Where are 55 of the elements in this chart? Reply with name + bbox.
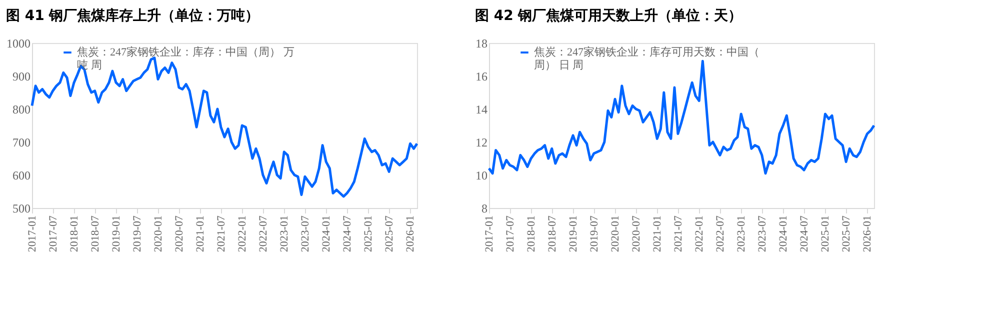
x-tick-label: 2018-07 — [89, 215, 102, 252]
x-tick-label: 2021-01 — [652, 216, 664, 252]
x-tick-label: 2026-01 — [404, 216, 417, 252]
line-series — [488, 60, 876, 175]
x-tick-label: 2025-07 — [840, 215, 853, 252]
x-tick-label: 2019-01 — [567, 216, 580, 252]
x-tick-label: 2024-07 — [798, 215, 811, 252]
x-tick-label: 2024-01 — [320, 216, 333, 252]
y-tick-label: 8 — [482, 202, 488, 216]
y-tick-label: 14 — [476, 102, 488, 116]
x-tick-label: 2022-07 — [714, 215, 726, 252]
x-tick-label: 2023-01 — [736, 216, 748, 252]
chart-title: 图 41 钢厂焦煤库存上升（单位：万吨） — [6, 7, 260, 24]
x-tick-label: 2019-07 — [131, 215, 144, 252]
y-tick-label: 18 — [476, 36, 488, 50]
y-tick-label: 16 — [476, 70, 488, 84]
x-tick-label: 2023-07 — [756, 215, 768, 252]
x-tick-label: 2022-01 — [694, 216, 706, 252]
x-tick-label: 2025-01 — [820, 216, 832, 252]
line-series — [30, 56, 418, 198]
x-tick-label: 2017-07 — [504, 215, 516, 252]
x-tick-label: 2022-01 — [236, 216, 249, 252]
y-tick-label: 1000 — [6, 36, 30, 50]
x-tick-label: 2020-07 — [173, 215, 186, 252]
x-tick-label: 2017-01 — [26, 216, 38, 252]
x-tick-label: 2023-01 — [278, 216, 291, 252]
x-tick-label: 2020-07 — [630, 215, 642, 252]
x-tick-label: 2018-01 — [68, 216, 80, 252]
x-tick-label: 2019-01 — [110, 216, 122, 252]
y-tick-label: 10 — [476, 168, 488, 182]
x-tick-label: 2020-01 — [609, 216, 622, 252]
y-tick-label: 600 — [12, 168, 30, 182]
x-tick-label: 2025-01 — [362, 216, 375, 252]
x-tick-label: 2026-01 — [862, 216, 874, 252]
y-tick-label: 500 — [12, 202, 30, 216]
x-tick-label: 2021-07 — [215, 215, 228, 252]
chart-title: 图 42 钢厂焦煤可用天数上升（单位：天） — [475, 7, 742, 24]
y-tick-label: 800 — [12, 102, 30, 116]
x-tick-label: 2023-07 — [299, 215, 312, 252]
x-tick-label: 2022-07 — [257, 215, 270, 252]
x-tick-label: 2021-07 — [672, 215, 684, 252]
x-tick-label: 2017-01 — [484, 216, 496, 252]
y-tick-label: 12 — [476, 136, 488, 150]
x-tick-label: 2019-07 — [588, 215, 600, 252]
y-tick-label: 900 — [12, 70, 30, 84]
x-tick-label: 2024-07 — [342, 215, 354, 252]
x-tick-label: 2018-01 — [526, 216, 538, 252]
y-tick-label: 700 — [12, 136, 30, 150]
x-tick-label: 2020-01 — [152, 216, 164, 252]
x-tick-label: 2024-01 — [778, 216, 790, 252]
x-tick-label: 2017-07 — [47, 215, 60, 252]
x-tick-label: 2025-07 — [384, 215, 396, 252]
x-tick-label: 2021-01 — [194, 216, 207, 252]
legend-label: 焦炭：247家钢铁企业：库存可用天数：中国（周） 日 周 — [534, 46, 760, 72]
x-tick-label: 2018-07 — [546, 215, 558, 252]
